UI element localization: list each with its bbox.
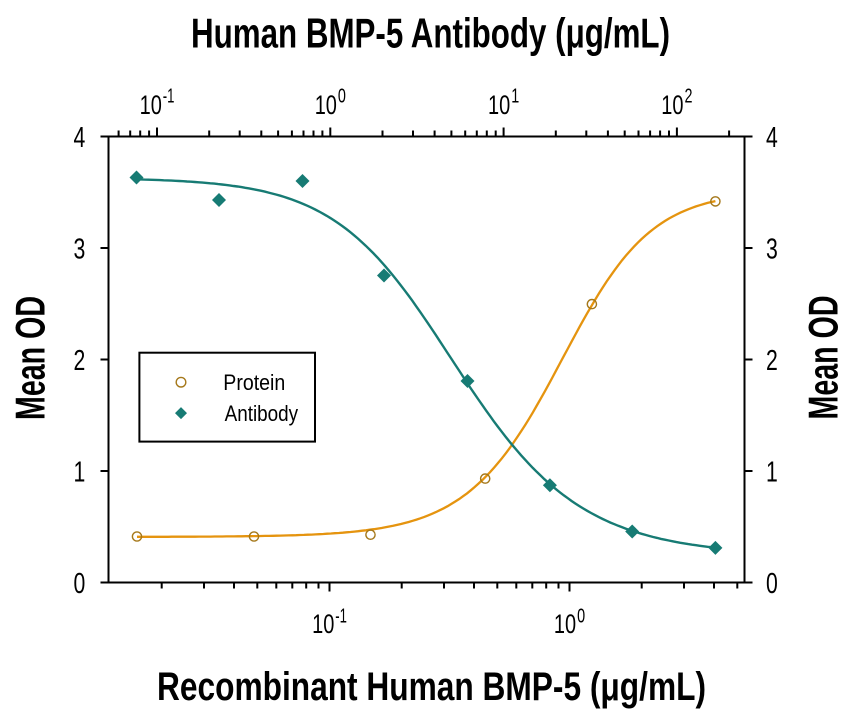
svg-text:1: 1 [766, 456, 778, 488]
svg-text:10: 10 [315, 89, 337, 120]
svg-text:10: 10 [554, 608, 576, 639]
svg-text:10: 10 [140, 89, 162, 120]
svg-text:1: 1 [74, 456, 86, 488]
svg-text:0: 0 [577, 606, 585, 628]
svg-text:Mean OD: Mean OD [7, 296, 54, 420]
svg-text:10: 10 [488, 89, 510, 120]
svg-text:3: 3 [766, 233, 778, 265]
svg-text:2: 2 [74, 345, 86, 377]
svg-text:0: 0 [766, 568, 778, 600]
svg-text:10: 10 [312, 608, 334, 639]
svg-text:2: 2 [766, 345, 778, 377]
svg-text:3: 3 [74, 233, 86, 265]
svg-text:-1: -1 [163, 86, 175, 108]
svg-text:2: 2 [685, 86, 693, 108]
svg-text:0: 0 [338, 86, 346, 108]
svg-text:Protein: Protein [223, 370, 285, 395]
svg-text:Mean OD: Mean OD [800, 296, 847, 420]
svg-text:0: 0 [74, 568, 86, 600]
svg-text:4: 4 [766, 122, 778, 154]
svg-text:10: 10 [661, 89, 683, 120]
svg-text:4: 4 [74, 122, 86, 154]
svg-text:Human BMP-5 Antibody (μg/mL): Human BMP-5 Antibody (μg/mL) [191, 10, 670, 57]
svg-text:Antibody: Antibody [225, 401, 299, 426]
svg-text:-1: -1 [335, 606, 347, 628]
svg-text:Recombinant Human BMP-5 (μg/mL: Recombinant Human BMP-5 (μg/mL) [157, 665, 706, 709]
svg-text:1: 1 [511, 86, 519, 108]
